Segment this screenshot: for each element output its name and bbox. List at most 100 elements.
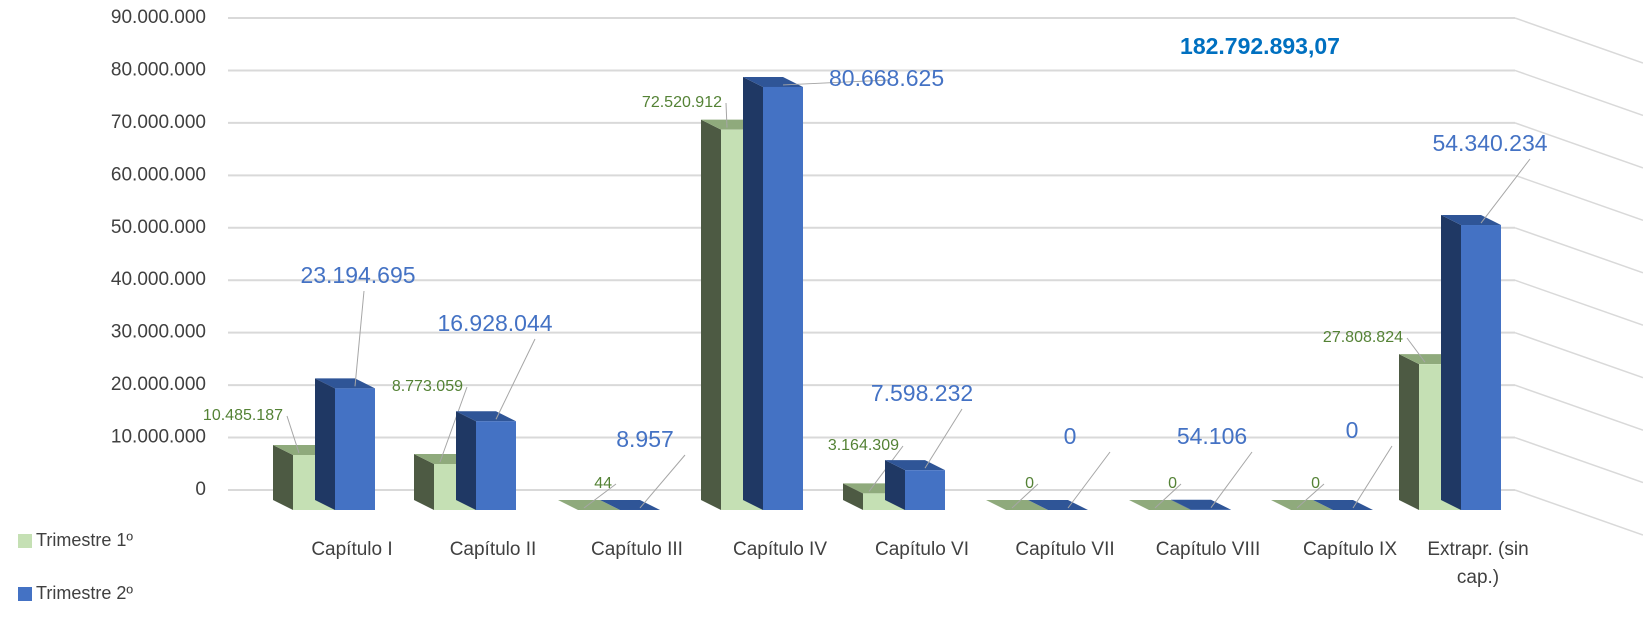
bar [456,411,516,510]
x-tick-label: Capítulo IV [733,539,827,560]
value-label: 0 [1346,417,1359,443]
value-label: 7.598.232 [871,380,973,406]
value-label: 54.340.234 [1432,130,1547,156]
bar-front [335,388,375,510]
leader-line [286,415,300,454]
x-tick-label: Capítulo I [311,539,392,560]
y-tick-label: 60.000.000 [111,164,206,185]
bar [1171,499,1231,510]
bar-side [701,119,721,511]
bar [1028,500,1088,510]
grid-line-side [1514,174,1643,222]
leader-line [725,102,728,128]
legend-label: Trimestre 2º [36,583,133,603]
leader-line [495,338,536,420]
annotation-box [1150,18,1370,76]
leader-line [1406,337,1426,363]
bar [743,76,803,511]
bar-top [558,499,620,510]
x-tick-label: Capítulo III [591,539,683,560]
leader-line [439,386,468,463]
leader-line [1011,483,1039,509]
bar-side [315,378,335,510]
grid-line-side [1514,489,1643,536]
bar-top [1441,215,1501,226]
leader-line [1154,483,1182,509]
value-label: 16.928.044 [437,310,552,336]
bar-front [905,470,945,510]
bar-side [1399,354,1419,510]
x-tick-label: Capítulo VI [875,539,969,560]
bar-side [600,499,620,510]
legend-swatch [18,587,32,601]
value-label: 3.164.309 [828,437,899,454]
grid-line-side [1514,384,1643,431]
leader-line [1352,445,1393,509]
annotation: 182.792.893,07 [1180,33,1340,59]
value-label: 0 [1064,423,1077,449]
x-tick-label: Extrapr. (sin cap.) [1427,539,1528,588]
bar-top [1313,500,1373,510]
bar [558,499,620,510]
bar-top [1271,500,1333,510]
value-label: 10.485.187 [203,407,283,424]
bar-top [986,500,1048,510]
grid-line-side [1514,279,1643,326]
bar-side [885,460,905,510]
y-tick-label: 50.000.000 [111,217,206,238]
leader-line [639,454,686,509]
bar [1441,215,1501,510]
bar-front [763,86,803,511]
y-tick-label: 0 [195,479,206,500]
y-tick-label: 80.000.000 [111,59,206,80]
bar-side [273,445,293,510]
bar-top [1129,500,1191,510]
bar-top [885,460,945,471]
grid-line-side [1514,227,1643,274]
x-tick-label: Capítulo IX [1303,539,1397,560]
leader-line [924,408,963,469]
y-tick-label: 20.000.000 [111,374,206,395]
y-tick-label: 30.000.000 [111,322,206,343]
value-label: 54.106 [1177,423,1247,449]
legend-swatch [18,534,32,548]
bar-side [558,499,578,510]
leader-line [1480,158,1531,224]
y-tick-label: 70.000.000 [111,112,206,133]
leader-line [1210,451,1253,509]
bar-top [456,411,516,422]
bar [885,460,945,510]
value-label: 23.194.695 [300,262,415,288]
value-label: 8.773.059 [392,378,463,395]
leader-line [782,79,890,86]
grid-line-side [1514,331,1643,379]
value-label: 27.808.824 [1323,329,1403,346]
x-tick-label-line: cap.) [1457,567,1499,588]
value-label: 0 [1311,475,1320,492]
bar [1271,500,1333,510]
x-tick-label: Capítulo II [450,539,537,560]
grid-line-side [1514,436,1643,484]
value-label: 0 [1168,475,1177,492]
bar [1313,500,1373,510]
bar [315,378,375,510]
leader-line [1296,483,1325,509]
value-label: 8.957 [616,426,674,452]
bar-side [1171,499,1191,510]
leader-line [583,483,617,509]
grid-line-side [1514,17,1643,64]
x-tick-label: Capítulo VII [1015,539,1114,560]
leader-line [354,290,365,387]
value-label: 0 [1025,475,1034,492]
value-label: 72.520.912 [642,94,722,111]
x-tick-label: Capítulo VIII [1156,539,1261,560]
bar-side [843,483,863,510]
bar-top [315,378,375,389]
grid-line-side [1514,122,1643,169]
legend-label: Trimestre 1º [36,530,133,550]
bar-side [743,76,763,511]
y-tick-label: 90.000.000 [111,7,206,28]
bar-top [1171,499,1231,510]
bar-front [476,421,516,510]
